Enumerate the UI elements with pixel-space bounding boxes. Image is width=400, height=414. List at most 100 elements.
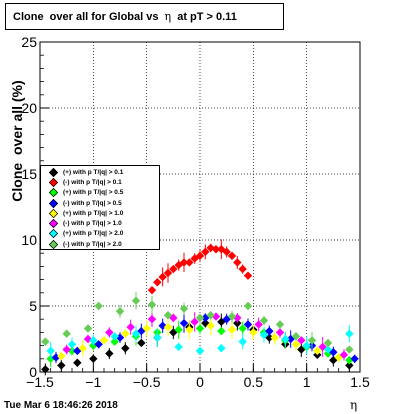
data-point bbox=[174, 325, 183, 334]
data-point bbox=[121, 329, 130, 338]
legend-entry: (-) with p T/|q| > 0.5 bbox=[41, 198, 159, 208]
data-point bbox=[254, 320, 263, 329]
y-tick-label: 15 bbox=[21, 166, 37, 182]
y-tick-label: 0 bbox=[29, 364, 37, 380]
data-point bbox=[243, 301, 253, 311]
data-point bbox=[281, 334, 290, 344]
data-point bbox=[179, 258, 189, 267]
data-point bbox=[350, 354, 359, 363]
x-tick-label: 0 bbox=[196, 374, 204, 390]
data-point bbox=[78, 344, 87, 353]
y-tick-label: 20 bbox=[21, 100, 37, 116]
chart-title: Clone over all for Global vs η at pT > 0… bbox=[5, 3, 284, 30]
y-tick-label: 5 bbox=[29, 298, 37, 314]
data-point bbox=[339, 350, 349, 360]
data-point bbox=[206, 321, 215, 330]
data-point bbox=[169, 264, 178, 274]
data-point bbox=[313, 346, 322, 356]
data-point bbox=[243, 320, 253, 329]
series-group bbox=[57, 316, 343, 363]
data-point bbox=[89, 336, 98, 345]
data-point bbox=[174, 342, 183, 352]
y-tick-label: 10 bbox=[21, 232, 37, 248]
data-point bbox=[307, 336, 317, 345]
data-point bbox=[227, 251, 237, 261]
data-point bbox=[243, 271, 253, 280]
axes: −1.5 −1 −0.5 0 0.5 1 1.5 0 5 10 15 20 25 bbox=[21, 34, 370, 390]
data-point bbox=[126, 322, 135, 332]
data-point bbox=[185, 325, 194, 334]
data-point bbox=[195, 346, 205, 356]
data-point bbox=[249, 328, 258, 337]
legend-marker bbox=[48, 167, 59, 177]
data-point bbox=[233, 258, 242, 267]
data-point bbox=[222, 247, 231, 257]
x-tick-label: 0.5 bbox=[244, 374, 264, 390]
data-point bbox=[259, 316, 269, 325]
data-point bbox=[233, 318, 242, 328]
data-point bbox=[195, 313, 205, 323]
data-point bbox=[185, 258, 194, 267]
data-point bbox=[105, 349, 114, 358]
data-point bbox=[179, 304, 189, 313]
x-axis-label: η bbox=[350, 398, 358, 412]
data-point bbox=[211, 245, 221, 254]
data-point bbox=[137, 338, 146, 348]
legend-entry: (-) with p T/|q| > 0.1 bbox=[41, 177, 159, 188]
data-point bbox=[275, 328, 285, 337]
x-tick-label: −0.5 bbox=[133, 374, 161, 390]
legend-marker bbox=[48, 188, 59, 198]
data-point bbox=[238, 264, 247, 274]
data-point bbox=[206, 311, 215, 320]
data-point bbox=[147, 315, 157, 324]
legend-marker bbox=[48, 229, 59, 239]
data-point bbox=[291, 340, 301, 349]
data-point bbox=[89, 354, 98, 363]
series-group bbox=[46, 325, 354, 360]
legend-label: (-) with p T/|q| > 1.0 bbox=[63, 220, 122, 228]
data-point bbox=[323, 338, 333, 348]
data-point bbox=[46, 346, 55, 356]
legend-marker bbox=[48, 239, 59, 249]
data-point bbox=[62, 329, 71, 338]
data-point bbox=[163, 322, 173, 332]
data-point bbox=[41, 365, 50, 374]
data-point bbox=[41, 337, 50, 346]
legend-entry: (+) with p T/|q| > 0.1 bbox=[41, 167, 159, 177]
data-point bbox=[163, 311, 173, 320]
series-group bbox=[147, 239, 253, 295]
data-point bbox=[179, 318, 189, 328]
x-tick-label: 1.5 bbox=[350, 374, 370, 390]
data-point bbox=[158, 272, 167, 282]
title-eta-symbol: η bbox=[164, 10, 172, 23]
legend: (+) with p T/|q| > 0.1 (-) with p T/|q| >… bbox=[40, 165, 160, 250]
legend-marker bbox=[48, 198, 59, 208]
x-tick-label: −1.5 bbox=[26, 374, 54, 390]
legend-marker bbox=[48, 208, 59, 218]
data-point bbox=[163, 268, 173, 278]
legend-marker bbox=[48, 177, 59, 188]
data-point bbox=[115, 307, 125, 316]
data-point bbox=[99, 336, 109, 345]
data-point bbox=[291, 332, 301, 341]
data-point bbox=[302, 341, 311, 350]
data-point bbox=[131, 329, 141, 338]
data-point bbox=[195, 324, 205, 333]
timestamp: Tue Mar 6 18:46:26 2018 bbox=[4, 400, 118, 411]
data-point bbox=[94, 301, 103, 311]
data-point bbox=[121, 344, 130, 353]
legend-label: (+) with p T/|q| > 0.5 bbox=[63, 189, 124, 197]
data-point bbox=[345, 361, 354, 370]
data-point bbox=[238, 324, 247, 333]
data-point bbox=[211, 312, 221, 321]
legend-entry: (+) with p T/|q| > 0.5 bbox=[41, 188, 159, 198]
data-point bbox=[195, 251, 205, 261]
data-point bbox=[297, 336, 306, 345]
data-point bbox=[147, 300, 157, 309]
data-point bbox=[217, 326, 226, 336]
x-tick-label: 1 bbox=[303, 374, 311, 390]
legend-entry: (-) with p T/|q| > 1.0 bbox=[41, 218, 159, 229]
data-point bbox=[105, 328, 114, 337]
data-point bbox=[73, 358, 82, 367]
